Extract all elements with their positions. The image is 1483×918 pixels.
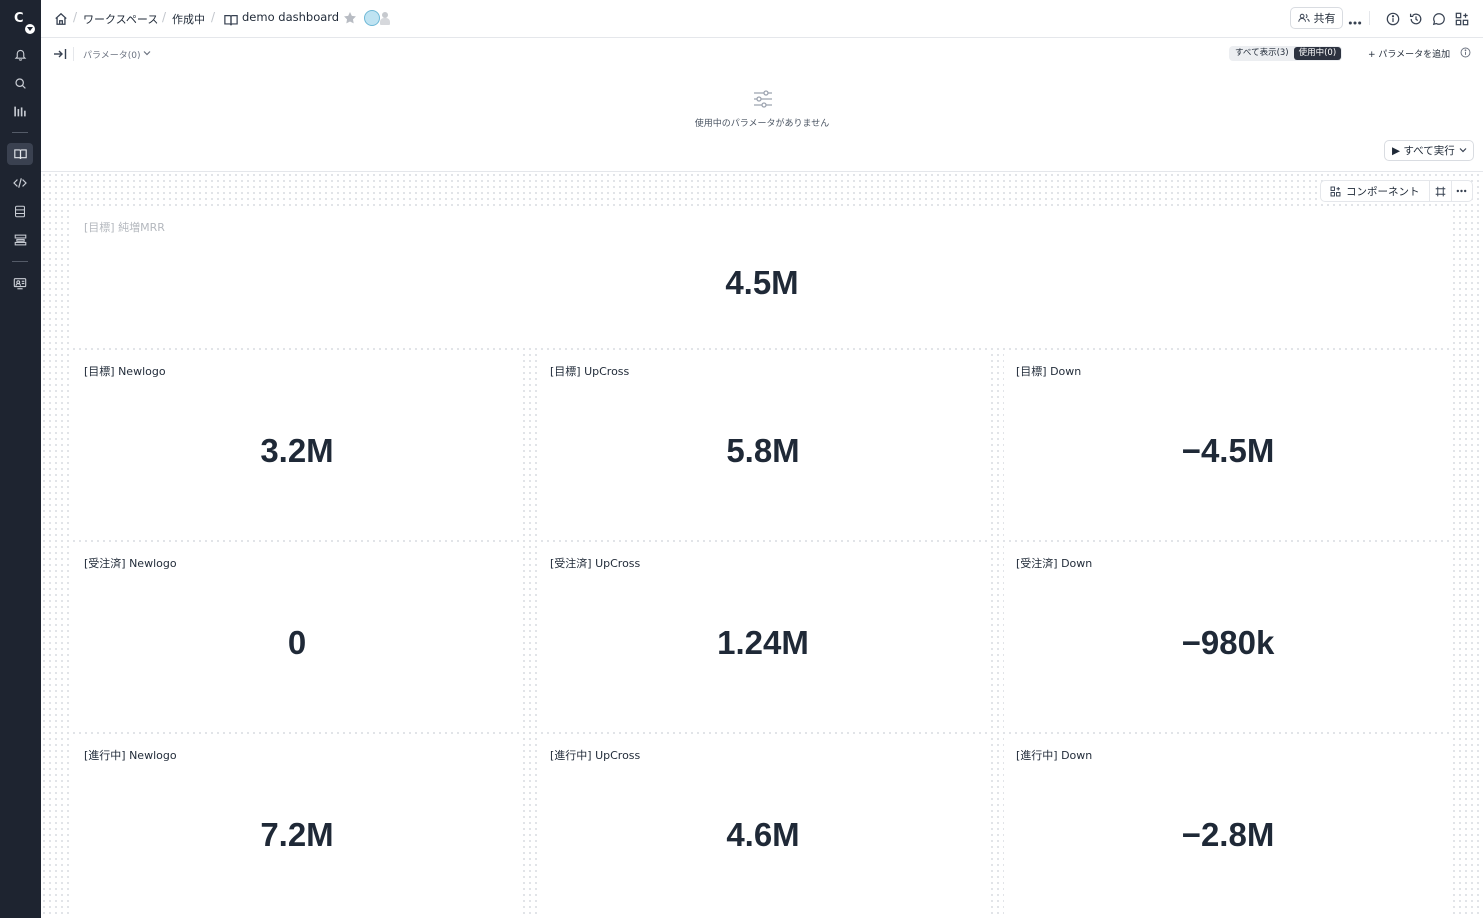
frame-icon <box>1435 186 1445 196</box>
metric-card[interactable]: [目標] UpCross 5.8M <box>538 354 988 536</box>
collapse-panel-icon[interactable] <box>53 48 67 60</box>
chevron-down-icon[interactable] <box>1459 147 1467 153</box>
metric-card-value: 4.6M <box>726 816 800 853</box>
star-icon[interactable] <box>343 11 357 25</box>
home-icon[interactable] <box>54 12 68 26</box>
run-all-label: ▶ すべて実行 <box>1392 145 1455 157</box>
breadcrumb-separator: / <box>73 10 78 24</box>
avatar[interactable] <box>364 10 380 26</box>
metric-card-title: [進行中] UpCross <box>550 749 641 762</box>
code-icon <box>13 178 27 188</box>
metric-card-title: [受注済] Down <box>1016 557 1093 570</box>
header-divider <box>1369 11 1370 25</box>
avatar-placeholder-icon <box>380 11 390 25</box>
bell-icon <box>14 49 26 61</box>
frame-button[interactable] <box>1430 181 1451 201</box>
metric-card-title: [進行中] Newlogo <box>84 749 177 762</box>
organization-button[interactable] <box>7 272 33 294</box>
canvas-more-button[interactable] <box>1450 181 1472 201</box>
canvas-toolbar: コンポーネント <box>1320 180 1473 202</box>
show-all-tab[interactable]: すべて表示(3) <box>1235 48 1289 58</box>
metric-card-value: 3.2M <box>260 432 334 469</box>
parameters-bar: パラメータ(0) すべて表示(3) 使用中(0) + パラメータを追加 使用中の… <box>41 38 1483 172</box>
in-use-tab[interactable]: 使用中(0) <box>1293 47 1342 60</box>
top-bar: / ワークスペース / 作成中 / demo dashboard 共有 <box>41 0 1483 38</box>
layers-button[interactable] <box>7 229 33 251</box>
metric-card[interactable]: [受注済] Down −980k <box>1004 546 1452 728</box>
dashboard-book-icon <box>224 15 238 26</box>
metric-card-value: −4.5M <box>1181 432 1275 469</box>
rail-divider <box>12 261 28 262</box>
parameter-filter-toggle: すべて表示(3) 使用中(0) <box>1229 46 1343 61</box>
metric-card-value: 1.24M <box>717 624 809 661</box>
add-component-button[interactable]: コンポーネント <box>1321 181 1430 201</box>
metric-card[interactable]: [受注済] Newlogo 0 <box>72 546 522 728</box>
dashboard-button[interactable] <box>7 143 33 165</box>
parameters-dropdown[interactable]: パラメータ(0) <box>83 51 141 61</box>
metric-card-value: −980k <box>1181 624 1275 661</box>
workspace-logo-letter: C <box>14 11 24 26</box>
metric-card-value: 7.2M <box>260 816 334 853</box>
metric-card[interactable]: [受注済] UpCross 1.24M <box>538 546 988 728</box>
metric-card-title: [受注済] Newlogo <box>84 557 177 570</box>
database-button[interactable] <box>7 200 33 222</box>
more-icon[interactable] <box>1348 16 1362 30</box>
breadcrumb-drafts[interactable]: 作成中 <box>172 13 205 26</box>
chevron-down-icon[interactable] <box>143 50 151 56</box>
empty-parameters-message: 使用中のパラメータがありません <box>694 119 830 129</box>
metric-card-value: −2.8M <box>1181 816 1275 853</box>
share-label: 共有 <box>1313 12 1336 25</box>
metric-card[interactable]: [進行中] UpCross 4.6M <box>538 738 988 914</box>
workspace-logo[interactable]: C <box>0 10 41 34</box>
add-parameter-button[interactable]: + パラメータを追加 <box>1368 50 1451 60</box>
metric-card-value: 4.5M <box>725 264 799 301</box>
history-icon[interactable] <box>1409 12 1423 26</box>
share-button[interactable]: 共有 <box>1290 7 1343 29</box>
comment-icon[interactable] <box>1432 12 1446 26</box>
more-icon <box>1456 189 1467 193</box>
metric-card[interactable]: [目標] Down −4.5M <box>1004 354 1452 536</box>
metric-card-value: 5.8M <box>726 432 800 469</box>
dashboard-icon <box>13 149 27 159</box>
dashboard-canvas: コンポーネント [目標] 純増MRR 4.5M [目標] Newlogo 3.2… <box>41 172 1483 918</box>
rail-divider <box>12 132 28 133</box>
component-label: コンポーネント <box>1346 185 1420 198</box>
metric-card[interactable]: [進行中] Newlogo 7.2M <box>72 738 522 914</box>
org-icon <box>13 277 27 289</box>
layers-icon <box>14 234 26 246</box>
workspace-switch-icon <box>25 24 35 34</box>
metric-card[interactable]: [目標] Newlogo 3.2M <box>72 354 522 536</box>
info-icon[interactable] <box>1460 47 1471 58</box>
left-rail: C <box>0 0 41 918</box>
metric-card-title: [目標] 純増MRR <box>84 221 165 234</box>
metric-card-title: [受注済] UpCross <box>550 557 641 570</box>
breadcrumb-separator: / <box>211 10 216 24</box>
sliders-icon <box>754 90 772 108</box>
search-button[interactable] <box>7 72 33 94</box>
metric-card-title: [目標] Newlogo <box>84 365 166 378</box>
components-icon[interactable] <box>1455 12 1469 26</box>
metric-card-title: [進行中] Down <box>1016 749 1093 762</box>
code-button[interactable] <box>7 172 33 194</box>
users-icon <box>1297 13 1310 22</box>
metric-card-title: [目標] Down <box>1016 365 1082 378</box>
breadcrumb-workspace[interactable]: ワークスペース <box>83 13 159 26</box>
components-icon <box>1330 186 1341 196</box>
analytics-button[interactable] <box>7 100 33 122</box>
analytics-icon <box>14 106 26 116</box>
info-icon[interactable] <box>1386 12 1400 26</box>
breadcrumb-separator: / <box>162 10 167 24</box>
metric-card-value: 0 <box>287 624 307 661</box>
search-icon <box>14 77 26 89</box>
param-divider <box>73 47 74 61</box>
metric-card-title: [目標] UpCross <box>550 365 630 378</box>
database-icon <box>15 205 25 217</box>
metric-card[interactable]: [目標] 純増MRR 4.5M <box>72 210 1452 344</box>
metric-card[interactable]: [進行中] Down −2.8M <box>1004 738 1452 914</box>
notifications-button[interactable] <box>7 43 33 65</box>
page-title[interactable]: demo dashboard <box>242 10 340 24</box>
run-all-button[interactable]: ▶ すべて実行 <box>1384 140 1474 161</box>
